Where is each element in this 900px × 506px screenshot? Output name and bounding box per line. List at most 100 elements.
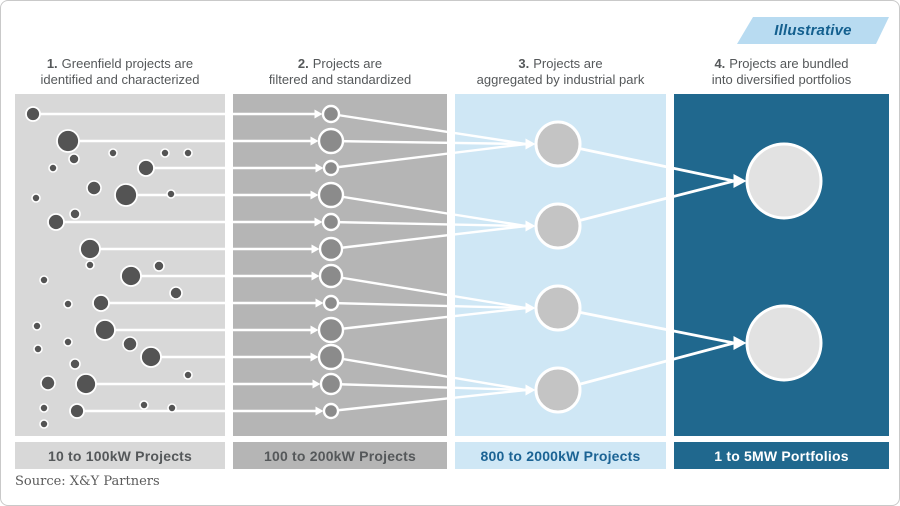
arrowhead-icon	[310, 352, 319, 362]
greenfield-project-dot	[183, 148, 193, 158]
standardized-project-circle	[322, 294, 340, 312]
portfolio-circle	[745, 304, 823, 382]
step-2-header: 2. Projects are filtered and standardized	[233, 50, 447, 88]
greenfield-project-dot	[63, 337, 73, 347]
standardized-project-circle	[317, 181, 345, 209]
arrowhead-icon	[315, 406, 324, 416]
step-3-range-bar: 800 to 2000kW Projects	[455, 442, 666, 469]
greenfield-project-dot-connected	[120, 265, 142, 287]
illustrative-badge-label: Illustrative	[774, 22, 852, 39]
step-1-range-bar: 10 to 100kW Projects	[15, 442, 225, 469]
step-2-number: 2.	[297, 56, 309, 71]
greenfield-project-dot	[160, 148, 170, 158]
greenfield-project-dot	[122, 336, 138, 352]
illustrative-badge: Illustrative	[737, 17, 889, 44]
industrial-park-circle	[534, 120, 582, 168]
greenfield-project-dot	[40, 375, 56, 391]
arrowhead-icon	[525, 138, 536, 150]
flow-line-stage3-4	[557, 306, 735, 345]
flow-line-stage2-3	[330, 274, 527, 310]
greenfield-project-dot	[31, 193, 41, 203]
arrowhead-icon	[314, 217, 323, 227]
step-4-range-bar: 1 to 5MW Portfolios	[674, 442, 889, 469]
step-2-title-line2: filtered and standardized	[268, 72, 412, 87]
greenfield-project-dot-connected	[140, 346, 162, 368]
step-4-title-line2: into diversified portfolios	[711, 72, 852, 87]
standardized-project-circle	[318, 263, 344, 289]
flow-line-stage3-4	[557, 341, 735, 392]
flow-line-stage2-3	[330, 193, 527, 228]
source-note: Source: X&Y Partners	[15, 474, 160, 489]
arrowhead-icon	[311, 244, 320, 254]
greenfield-project-dot	[167, 403, 177, 413]
step-4-header: 4. Projects are bundled into diversified …	[674, 50, 889, 88]
step-3-range-label: 800 to 2000kW Projects	[480, 447, 641, 464]
arrowhead-icon	[525, 384, 536, 396]
step-1-number: 1.	[46, 56, 58, 71]
panel-3-bg	[455, 94, 666, 436]
arrowhead-icon	[314, 109, 323, 119]
greenfield-project-dot	[69, 208, 81, 220]
panel-4-bg	[674, 94, 889, 436]
greenfield-project-dot	[39, 403, 49, 413]
step-4-number: 4.	[714, 56, 726, 71]
greenfield-project-dot	[63, 299, 73, 309]
standardized-project-circle	[317, 316, 345, 344]
greenfield-project-dot	[153, 260, 165, 272]
step-3-title-line1: Projects are	[533, 56, 603, 71]
flow-line-stage2-3	[330, 388, 527, 413]
standardized-project-circle	[321, 104, 341, 124]
arrowhead-icon	[733, 336, 747, 350]
panel-2-bg	[233, 94, 447, 436]
greenfield-project-dot-connected	[79, 238, 101, 260]
arrowhead-icon	[733, 174, 747, 188]
arrowhead-icon	[525, 220, 536, 232]
flow-line-stage2-3	[330, 301, 527, 310]
arrowhead-icon	[311, 271, 320, 281]
arrowhead-icon	[315, 298, 324, 308]
greenfield-project-dot-connected	[47, 213, 65, 231]
greenfield-project-dot	[32, 321, 42, 331]
greenfield-project-dot	[86, 180, 102, 196]
step-4-range-label: 1 to 5MW Portfolios	[714, 447, 849, 464]
greenfield-project-dot-connected	[75, 373, 97, 395]
arrowhead-icon	[315, 163, 324, 173]
greenfield-project-dot	[68, 153, 80, 165]
step-1-header: 1. Greenfield projects are identified and…	[15, 50, 225, 88]
greenfield-project-dot-connected	[114, 183, 138, 207]
step-4-title-line1: Projects are bundled	[729, 56, 849, 71]
step-1-title-line2: identified and characterized	[40, 72, 200, 87]
arrowhead-icon	[310, 136, 319, 146]
greenfield-project-dot	[69, 358, 81, 370]
standardized-project-circle	[319, 372, 343, 396]
step-2-title-line1: Projects are	[312, 56, 383, 71]
arrowhead-icon	[310, 190, 319, 200]
step-2-range-bar: 100 to 200kW Projects	[233, 442, 447, 469]
standardized-project-circle	[317, 343, 345, 371]
industrial-park-circle	[534, 366, 582, 414]
greenfield-project-dot-connected	[56, 129, 80, 153]
greenfield-project-dot-connected	[69, 403, 85, 419]
greenfield-project-dot	[139, 400, 149, 410]
greenfield-project-dot	[85, 260, 95, 270]
standardized-project-circle	[317, 127, 345, 155]
flow-line-stage2-3	[330, 142, 527, 170]
greenfield-project-dot	[48, 163, 58, 173]
greenfield-project-dot-connected	[92, 294, 110, 312]
flow-line-stage2-3	[330, 355, 527, 392]
flow-line-stage2-3	[330, 224, 527, 251]
step-3-title-line2: aggregated by industrial park	[476, 72, 645, 87]
step-1-title-line1: Greenfield projects are	[61, 56, 194, 71]
greenfield-project-dot-connected	[25, 106, 41, 122]
greenfield-project-dot	[183, 370, 193, 380]
panel-1-bg	[15, 94, 225, 436]
industrial-park-circle	[534, 284, 582, 332]
flow-line-stage2-3	[330, 112, 527, 146]
greenfield-project-dot	[169, 286, 183, 300]
arrowhead-icon	[310, 325, 319, 335]
standardized-project-circle	[322, 159, 340, 177]
greenfield-project-dot	[108, 148, 118, 158]
arrowhead-icon	[525, 302, 536, 314]
flow-line-stage2-3	[330, 306, 527, 332]
